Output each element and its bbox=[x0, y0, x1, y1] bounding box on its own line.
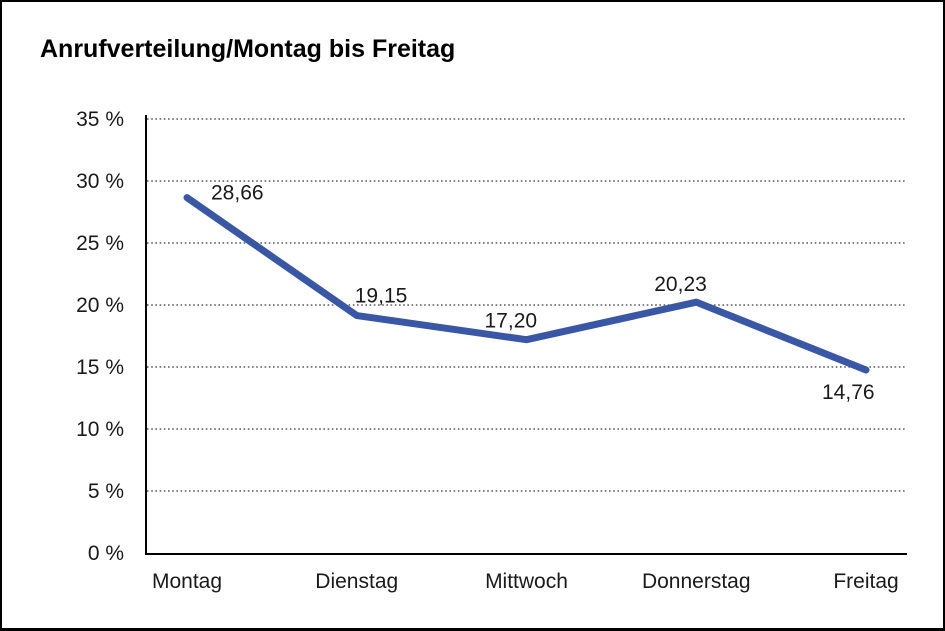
x-axis-tick-label: Mittwoch bbox=[485, 570, 568, 593]
y-axis-tick-label: 0 % bbox=[88, 542, 124, 565]
y-axis-tick-label: 15 % bbox=[76, 356, 124, 379]
y-axis-tick-label: 25 % bbox=[76, 232, 124, 255]
y-axis-tick-label: 10 % bbox=[76, 418, 124, 441]
y-axis-tick-label: 5 % bbox=[88, 480, 124, 503]
data-point-label: 19,15 bbox=[355, 285, 408, 308]
x-axis-tick-label: Montag bbox=[152, 570, 222, 593]
y-axis-tick-label: 20 % bbox=[76, 294, 124, 317]
data-point-label: 14,76 bbox=[822, 381, 875, 404]
data-point-label: 17,20 bbox=[485, 310, 538, 333]
y-axis-tick-label: 30 % bbox=[76, 170, 124, 193]
data-line-series bbox=[183, 194, 870, 374]
y-axis-tick-label: 35 % bbox=[76, 108, 124, 131]
chart-title: Anrufverteilung/Montag bis Freitag bbox=[40, 35, 456, 63]
data-point-label: 28,66 bbox=[211, 182, 264, 205]
x-axis-tick-label: Dienstag bbox=[315, 570, 398, 593]
x-axis-tick-label: Freitag bbox=[833, 570, 898, 593]
x-axis-tick-label: Donnerstag bbox=[642, 570, 751, 593]
data-point-label: 20,23 bbox=[654, 273, 707, 296]
